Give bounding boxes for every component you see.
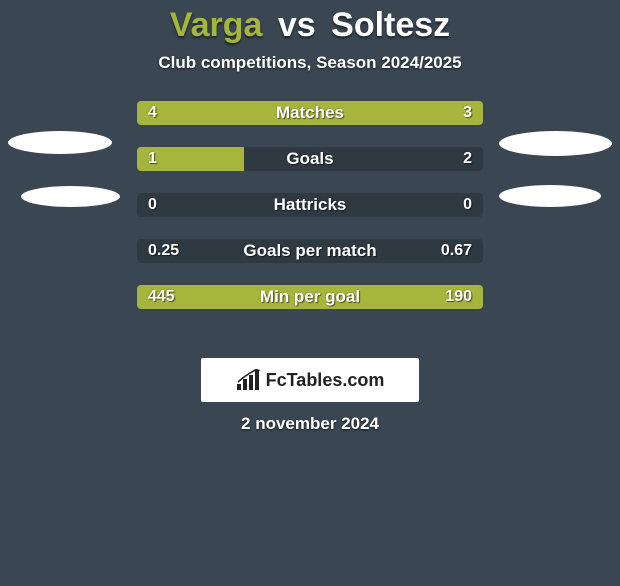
title-vs: vs: [278, 6, 316, 44]
source-logo-card: FcTables.com: [201, 358, 419, 402]
metric-label: Min per goal: [137, 285, 483, 309]
decorative-ellipse: [499, 131, 612, 156]
source-logo-text: FcTables.com: [266, 370, 385, 391]
metric-label: Goals: [137, 147, 483, 171]
fctables-icon: [236, 369, 260, 391]
decorative-ellipse: [499, 185, 601, 207]
metric-label: Matches: [137, 101, 483, 125]
stat-row: 0.250.67Goals per match: [0, 239, 620, 285]
page-title: Varga vs Soltesz: [0, 6, 620, 45]
stat-row: 445190Min per goal: [0, 285, 620, 331]
decorative-ellipse: [8, 131, 112, 154]
subtitle: Club competitions, Season 2024/2025: [0, 53, 620, 73]
metric-label: Hattricks: [137, 193, 483, 217]
date-label: 2 november 2024: [0, 414, 620, 434]
title-player-left: Varga: [170, 6, 263, 44]
metric-label: Goals per match: [137, 239, 483, 263]
decorative-ellipse: [21, 186, 120, 207]
title-player-right: Soltesz: [331, 6, 450, 44]
